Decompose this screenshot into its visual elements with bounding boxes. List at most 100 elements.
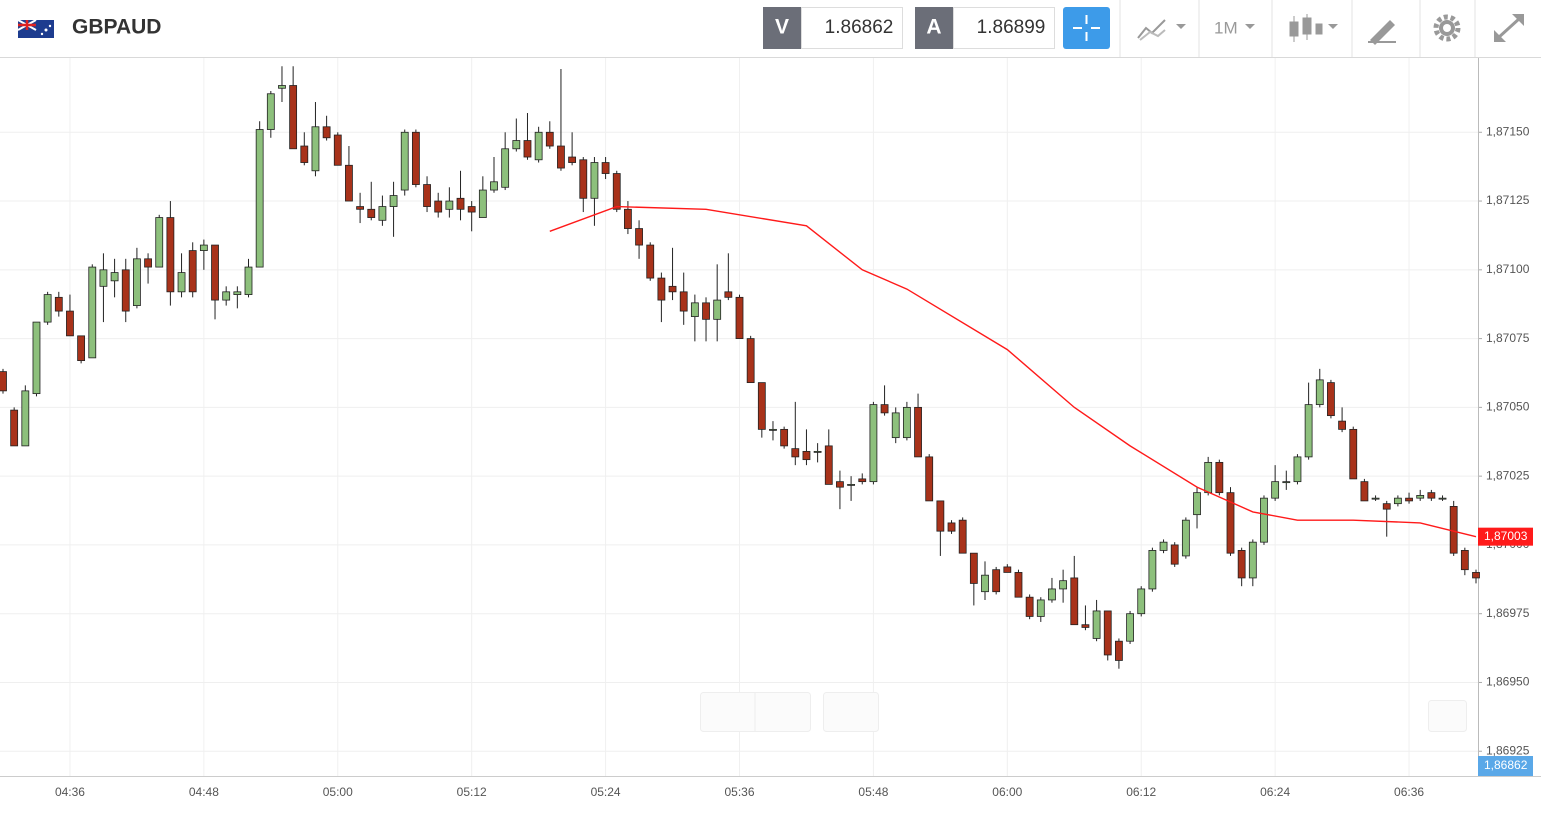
y-tick-label: 1,86950 — [1486, 675, 1530, 689]
candle-body — [802, 450, 811, 461]
candle-body — [635, 228, 643, 246]
timeframe[interactable]: 1M — [1214, 18, 1238, 37]
candle-body — [1260, 497, 1268, 543]
x-tick-label: 06:12 — [1126, 785, 1156, 799]
y-tick-label: 1,87125 — [1486, 193, 1530, 207]
candle-style-button[interactable] — [1289, 14, 1338, 42]
scroll-button[interactable] — [1428, 700, 1467, 732]
crosshair-button[interactable] — [1063, 7, 1110, 49]
candle-body — [188, 250, 197, 293]
candle-body — [769, 428, 777, 431]
candle-body — [155, 217, 164, 268]
candle-body — [1193, 492, 1201, 516]
candle-body — [1449, 506, 1458, 554]
candle-body — [1304, 404, 1313, 458]
x-tick-label: 05:24 — [591, 785, 621, 799]
candle-body — [1025, 596, 1034, 617]
bid-button[interactable] — [763, 7, 801, 49]
candle-body — [869, 404, 878, 483]
x-tick-label: 06:00 — [992, 785, 1022, 799]
candle-body — [925, 456, 934, 502]
candle-body — [356, 206, 364, 210]
x-tick-label: 04:48 — [189, 785, 219, 799]
candle-body — [1092, 610, 1101, 639]
candle-body — [1360, 481, 1369, 502]
candle-body — [177, 272, 186, 293]
drawing-button[interactable] — [1368, 20, 1396, 45]
y-tick-label: 1,87150 — [1486, 124, 1530, 138]
candle-body — [1315, 379, 1324, 406]
y-tick-label: 1,86925 — [1486, 743, 1530, 757]
candle-body — [1126, 613, 1134, 642]
bid-price-label: 1,86862 — [1484, 758, 1528, 772]
candle-body — [1204, 461, 1213, 494]
candle-body — [1349, 428, 1358, 480]
candle-body — [10, 409, 19, 447]
candle-body — [858, 478, 867, 483]
candle-body — [1327, 382, 1335, 417]
candle-body — [1170, 544, 1179, 565]
candle-body — [266, 93, 275, 130]
fullscreen-button[interactable] — [1494, 14, 1524, 42]
candle-body — [1059, 580, 1068, 590]
candle-body — [557, 145, 565, 169]
bid-price: 1.86862 — [825, 17, 894, 38]
ma-price-tag — [1478, 527, 1533, 546]
candle-body — [88, 266, 97, 359]
candle-body — [1181, 519, 1190, 557]
candle-body — [54, 296, 63, 312]
candle-body — [233, 291, 242, 295]
candle-body — [1382, 503, 1391, 510]
plot-area: 04:36 04:48 05:00 05:12 05:24 05:36 05:48 06:00… — [0, 58, 1541, 799]
candle-body — [947, 522, 956, 532]
candle-body — [1237, 550, 1246, 579]
y-tick-label: 1,87100 — [1486, 262, 1530, 276]
candle-body — [757, 382, 766, 430]
candle-body — [612, 173, 621, 210]
x-tick-label: 05:48 — [858, 785, 888, 799]
candle-body — [1248, 541, 1257, 579]
candle-body — [0, 371, 7, 392]
candle-body — [110, 272, 119, 282]
flag — [17, 19, 54, 38]
overlay-buttons — [700, 692, 1467, 732]
candle-body — [1438, 497, 1447, 500]
candle-body — [478, 189, 487, 218]
x-tick-label: 04:36 — [55, 785, 85, 799]
candle-body — [445, 200, 454, 210]
candle-body — [646, 244, 655, 279]
reset-button[interactable] — [823, 692, 879, 732]
candle-body — [456, 197, 465, 210]
candle-body — [121, 269, 130, 312]
x-tick-label: 06:36 — [1394, 785, 1424, 799]
candle-body — [333, 134, 342, 166]
candle-body — [144, 258, 152, 268]
candle-body — [1338, 420, 1346, 430]
candle-body — [791, 448, 800, 458]
candle-body — [199, 244, 208, 251]
candle-body — [1103, 610, 1112, 656]
settings-button[interactable] — [1433, 14, 1461, 42]
candle-body — [601, 162, 610, 174]
candle-body — [1137, 588, 1146, 615]
candle-body — [780, 428, 789, 447]
ask-button[interactable] — [915, 7, 953, 49]
candle-body — [311, 126, 320, 172]
candle-body — [958, 519, 967, 554]
candle-body — [668, 285, 677, 293]
candle-body — [289, 85, 298, 150]
y-tick-label: 1,87050 — [1486, 400, 1530, 414]
candle-body — [969, 552, 978, 584]
candle-body — [902, 406, 911, 439]
candle-body — [590, 162, 599, 199]
ask-letter: A — [926, 16, 941, 39]
candle-body — [1416, 495, 1425, 499]
x-tick-label: 05:00 — [323, 785, 353, 799]
candle-body — [1393, 497, 1402, 505]
candle-body — [1271, 481, 1280, 499]
candle-body — [300, 145, 309, 163]
chart-type-button[interactable] — [1137, 19, 1186, 41]
symbol: GBPAUD — [72, 16, 161, 39]
y-tick-label: 1,87025 — [1486, 468, 1530, 482]
